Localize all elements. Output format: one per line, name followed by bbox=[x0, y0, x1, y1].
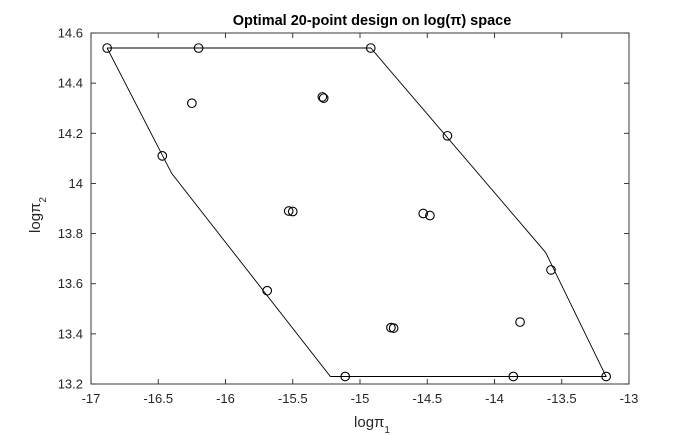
x-tick-label: -17 bbox=[82, 391, 101, 406]
design-point bbox=[340, 371, 351, 382]
design-point bbox=[283, 206, 294, 216]
y-tick-label: 14 bbox=[69, 176, 83, 191]
design-point bbox=[187, 98, 197, 109]
y-axis-label-sub: 2 bbox=[38, 197, 49, 203]
y-axis-label-text: log bbox=[27, 213, 44, 233]
design-point bbox=[157, 151, 168, 161]
x-tick-label: -14 bbox=[485, 391, 504, 406]
x-tick-label: -16 bbox=[216, 391, 235, 406]
x-axis-label-symbol: π bbox=[374, 414, 384, 431]
design-point bbox=[317, 92, 328, 102]
chart-title-prefix: Optimal 20-point design on log( bbox=[233, 13, 451, 29]
y-tick-label: 13.6 bbox=[58, 276, 83, 291]
y-tick-label: 13.4 bbox=[58, 326, 83, 341]
x-tick-label: -13 bbox=[620, 391, 639, 406]
design-point bbox=[262, 285, 273, 296]
y-tick-label: 14.2 bbox=[58, 126, 83, 141]
design-point bbox=[601, 371, 611, 382]
design-point bbox=[442, 130, 453, 141]
design-point bbox=[388, 323, 399, 333]
y-axis-label-symbol: π bbox=[27, 203, 44, 213]
x-tick-label: -16.5 bbox=[143, 391, 173, 406]
chart-title-symbol: π bbox=[450, 13, 461, 29]
plot-area: -17 -16.5 -16 -15.5 -15 -14.5 -14 -13.5 -13 13.2 1… bbox=[58, 26, 639, 407]
x-tick-label: -14.5 bbox=[412, 391, 442, 406]
x-axis-label-sub: 1 bbox=[384, 425, 390, 436]
y-axis-label: logπ2 bbox=[27, 197, 49, 233]
design-point bbox=[418, 208, 429, 219]
design-point bbox=[287, 206, 298, 217]
y-tick-label: 14.4 bbox=[58, 76, 83, 91]
y-tick-label: 14.6 bbox=[58, 26, 83, 41]
x-tick-label: -13.5 bbox=[547, 391, 577, 406]
chart-title: Optimal 20-point design on log(π) space bbox=[233, 13, 512, 29]
x-tick-label: -15.5 bbox=[278, 391, 308, 406]
axes-box bbox=[90, 32, 630, 385]
x-axis-label: logπ1 bbox=[354, 414, 390, 436]
design-point bbox=[515, 317, 525, 327]
design-point bbox=[318, 93, 329, 104]
design-point bbox=[193, 43, 204, 53]
design-point bbox=[102, 43, 112, 53]
design-point bbox=[425, 210, 435, 221]
y-tick-label: 13.2 bbox=[58, 377, 83, 392]
chart-title-suffix: ) space bbox=[461, 13, 511, 29]
x-axis-label-text: log bbox=[354, 414, 374, 431]
design-point bbox=[546, 265, 556, 275]
x-tick-label: -15 bbox=[351, 391, 370, 406]
design-boundary-line bbox=[106, 47, 607, 377]
y-tick-label: 13.8 bbox=[58, 226, 83, 241]
design-point bbox=[508, 371, 519, 382]
design-point bbox=[365, 43, 376, 53]
